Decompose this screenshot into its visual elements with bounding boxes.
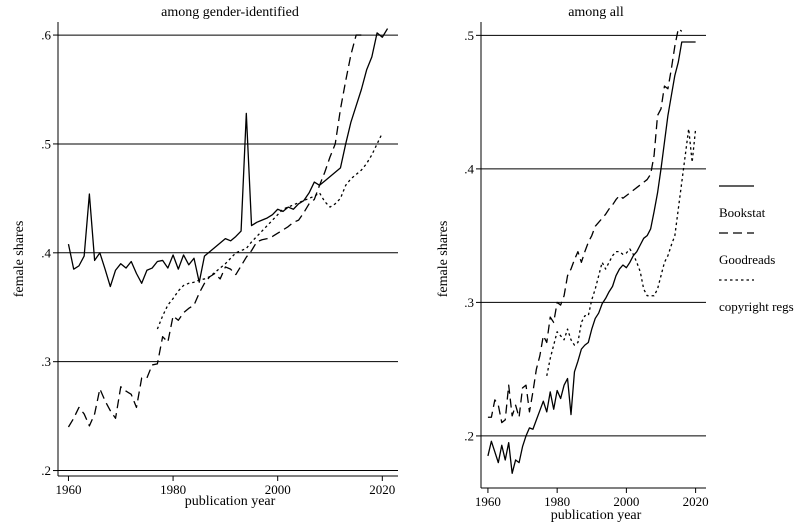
legend-label: copyright regs <box>719 299 794 314</box>
chart-title: among gender-identified <box>161 5 299 20</box>
y-tick-label: .2 <box>41 463 51 478</box>
x-tick-label: 2000 <box>265 482 291 497</box>
series-line-bookstat <box>487 41 696 474</box>
y-tick-label: .4 <box>464 161 474 176</box>
x-tick-label: 2020 <box>369 482 395 497</box>
x-tick-label: 1980 <box>160 482 186 497</box>
y-tick-label: .5 <box>464 28 474 43</box>
y-tick-label: .6 <box>41 28 51 43</box>
x-axis-label: publication year <box>185 494 276 509</box>
x-tick-label: 1980 <box>544 494 570 509</box>
series-line-goodreads <box>487 28 683 424</box>
y-tick-label: .3 <box>41 354 51 369</box>
y-tick-label: .2 <box>464 428 474 443</box>
x-tick-label: 2000 <box>613 494 639 509</box>
y-tick-label: .5 <box>41 136 51 151</box>
y-tick-label: .4 <box>41 245 51 260</box>
series-line-copyright-regs <box>156 132 383 330</box>
x-tick-label: 1960 <box>475 494 501 509</box>
x-tick-label: 2020 <box>683 494 709 509</box>
x-axis-label: publication year <box>551 508 642 523</box>
panel-among-all: among all female shares publication year… <box>436 5 709 523</box>
x-tick-label: 1960 <box>55 482 81 497</box>
series-line-bookstat <box>67 28 389 288</box>
panel-gender-identified: among gender-identified female shares pu… <box>12 5 398 509</box>
legend-label: Bookstat <box>719 205 766 220</box>
series-line-goodreads <box>67 34 362 428</box>
series-line-copyright-regs <box>546 128 697 376</box>
legend-label: Goodreads <box>719 252 775 267</box>
chart-title: among all <box>568 5 624 20</box>
legend: Bookstat Goodreads copyright regs <box>719 185 794 314</box>
y-axis-label: female shares <box>436 221 451 298</box>
y-tick-label: .3 <box>464 295 474 310</box>
y-axis-label: female shares <box>12 221 27 298</box>
